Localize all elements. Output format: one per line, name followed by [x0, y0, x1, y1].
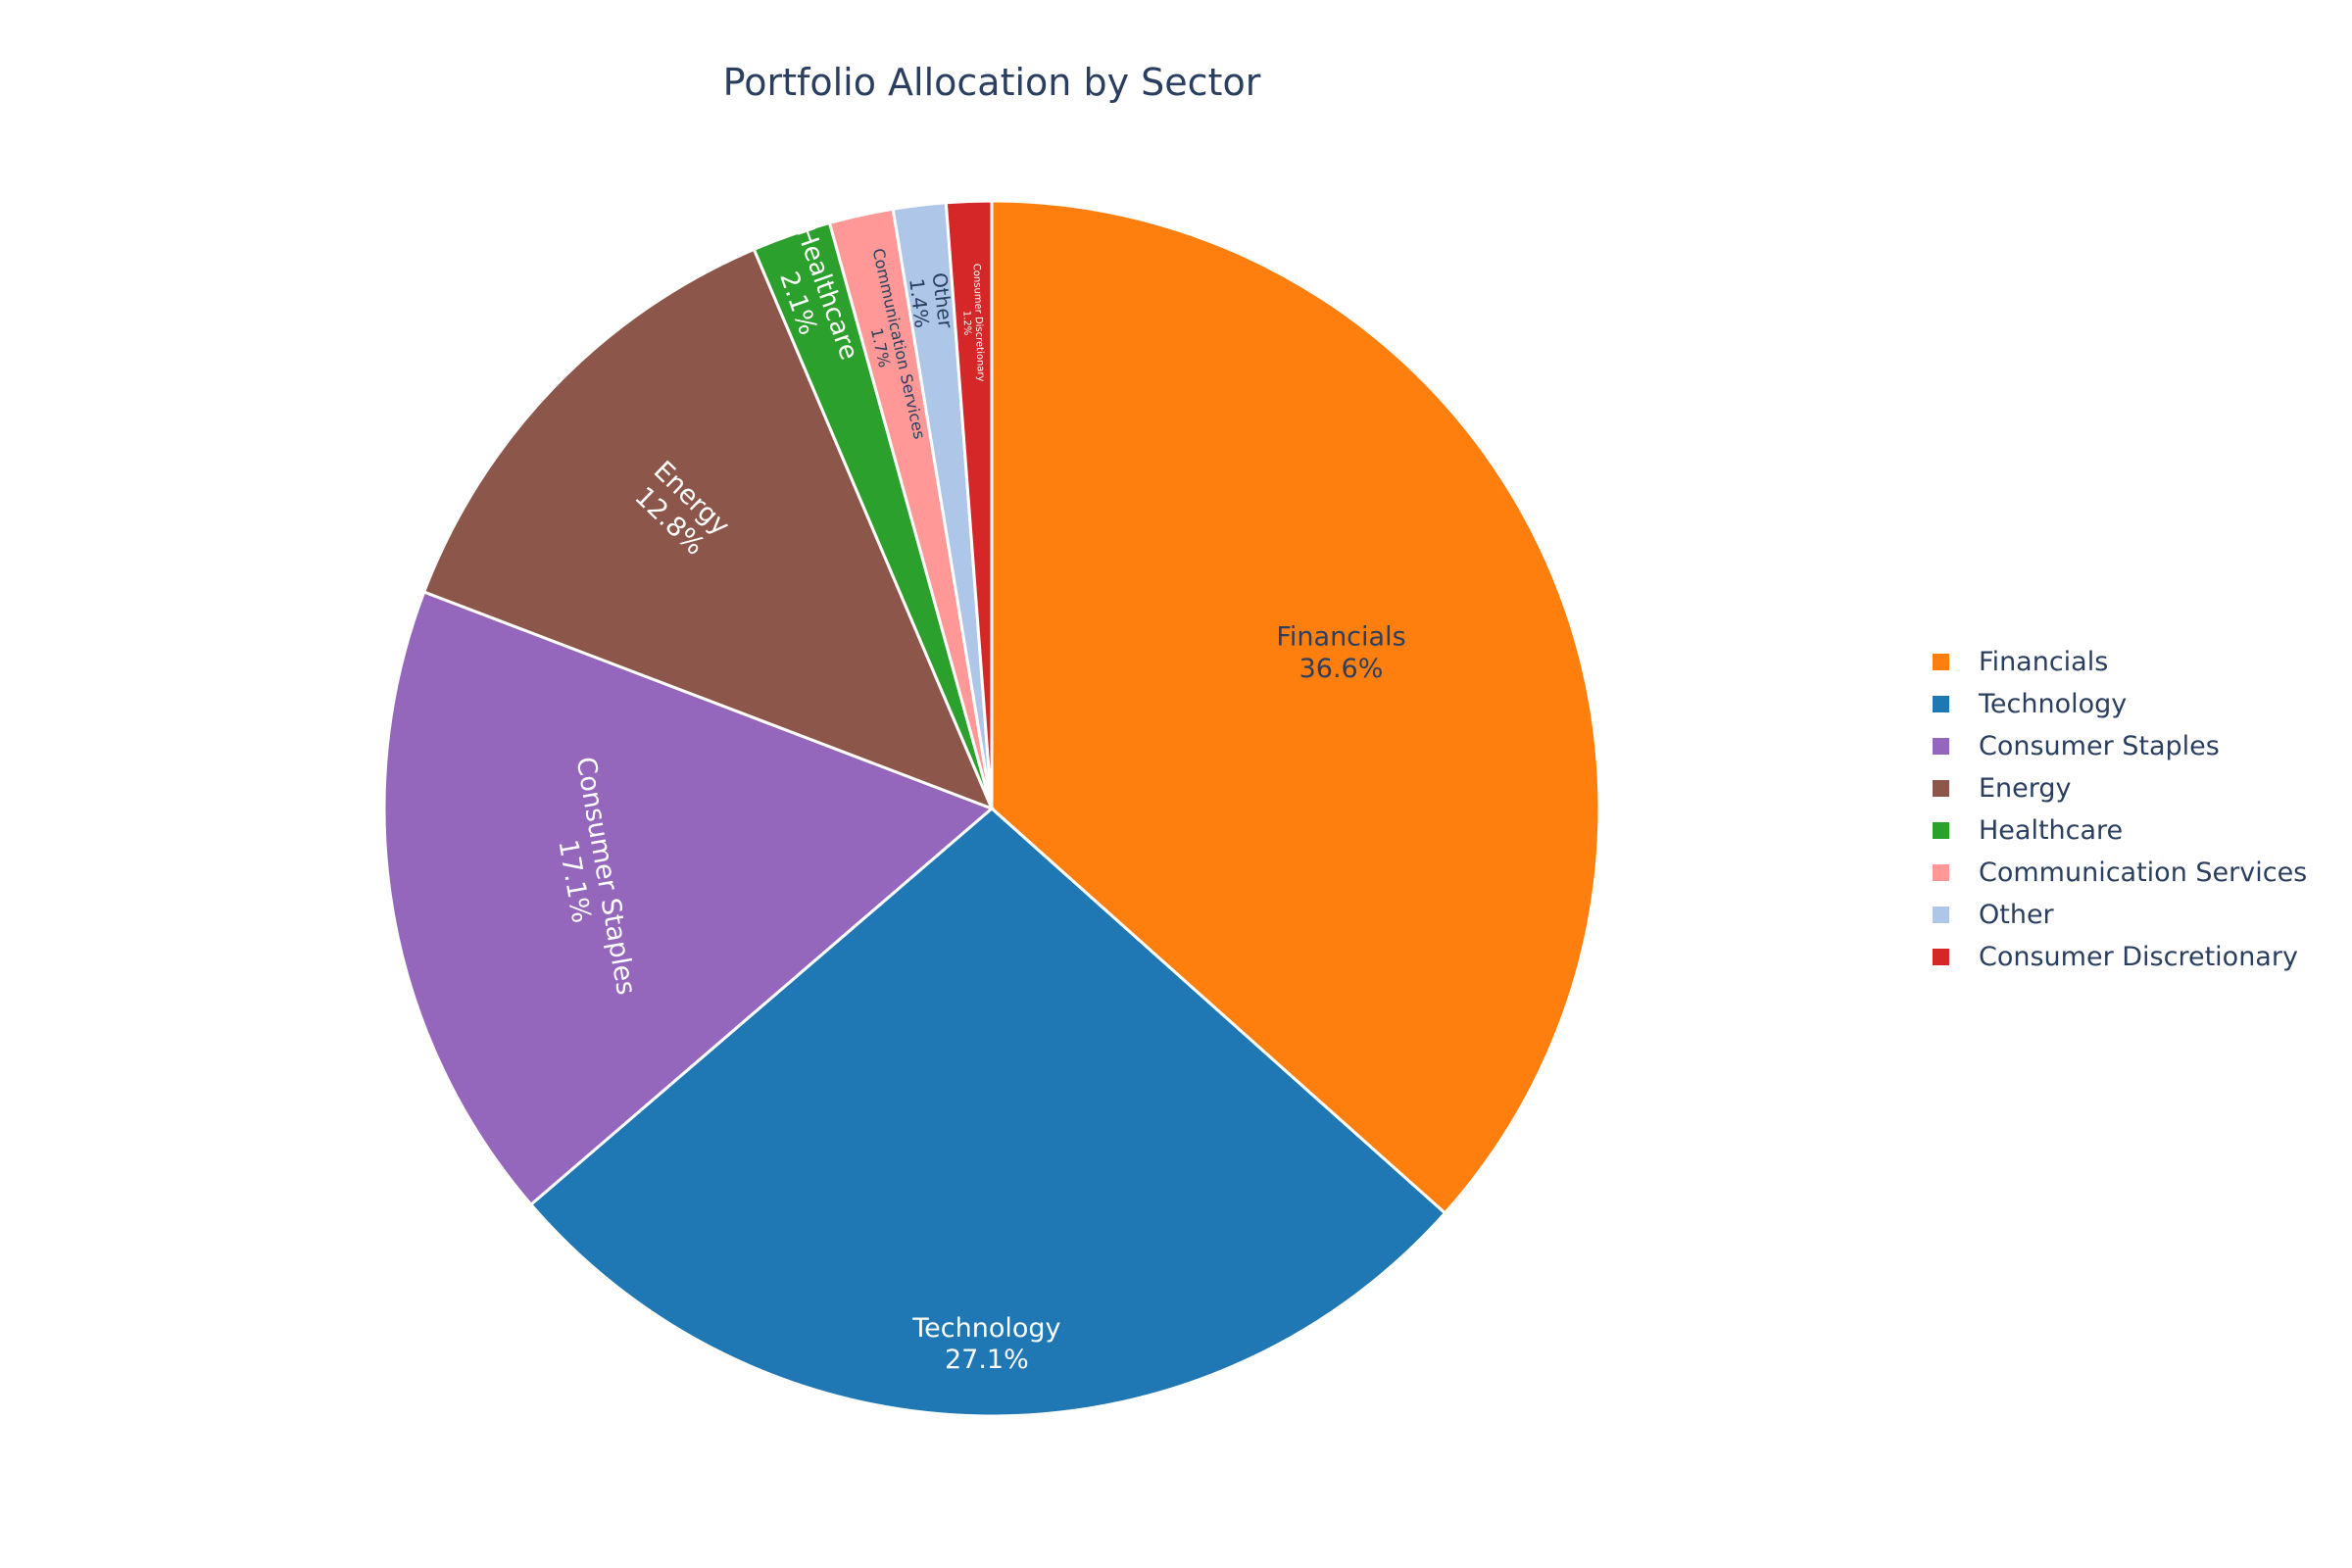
legend-item-communication-services[interactable]: Communication Services [1933, 852, 2307, 894]
legend-label: Technology [1979, 689, 2128, 719]
legend-item-financials[interactable]: Financials [1933, 641, 2307, 683]
legend-label: Consumer Staples [1979, 731, 2220, 761]
pie-slice-consumer-staples[interactable] [382, 590, 995, 1207]
slice-label-consumer-discretionary: Consumer Discretionary1.2% [959, 264, 987, 383]
legend-swatch [1933, 654, 1949, 670]
slice-label-name: Technology [911, 1313, 1060, 1344]
slice-label-technology: Technology 27.1% [911, 1313, 1060, 1375]
legend-swatch [1933, 906, 1949, 923]
slice-label-name: Financials [1276, 622, 1405, 653]
pie-slice-energy[interactable] [421, 247, 995, 811]
legend-item-consumer-staples[interactable]: Consumer Staples [1933, 725, 2307, 767]
legend-swatch [1933, 822, 1949, 839]
legend-label: Energy [1979, 773, 2072, 804]
legend-item-healthcare[interactable]: Healthcare [1933, 809, 2307, 852]
slice-label-other: Other1.4% [905, 271, 958, 333]
legend-swatch [1933, 780, 1949, 797]
chart-title: Portfolio Allocation by Sector [722, 61, 1261, 104]
legend-label: Other [1979, 900, 2054, 930]
legend-item-energy[interactable]: Energy [1933, 767, 2307, 809]
legend-swatch [1933, 864, 1949, 881]
legend-swatch [1933, 949, 1949, 965]
legend: Financials Technology Consumer Staples Ener… [1933, 641, 2307, 978]
legend-item-other[interactable]: Other [1933, 894, 2307, 936]
legend-item-technology[interactable]: Technology [1933, 683, 2307, 725]
legend-swatch [1933, 696, 1949, 712]
pie-slice-technology[interactable] [528, 807, 1447, 1418]
legend-label: Communication Services [1979, 858, 2308, 888]
slice-label-percent: 36.6% [1299, 654, 1384, 684]
legend-label: Healthcare [1979, 815, 2124, 846]
legend-label: Financials [1979, 647, 2109, 677]
legend-item-consumer-discretionary[interactable]: Consumer Discretionary [1933, 936, 2307, 978]
pie-slices [382, 199, 1601, 1418]
slice-label-percent: 27.1% [945, 1345, 1029, 1375]
pie-slice-consumer-discretionary[interactable] [944, 199, 994, 809]
pie-slice-financials[interactable] [990, 199, 1601, 1216]
legend-swatch [1933, 738, 1949, 755]
slice-label-name: Consumer Discretionary [971, 264, 987, 382]
slice-label-percent: 1.2% [960, 311, 972, 336]
slice-label-financials: Financials 36.6% [1276, 622, 1405, 684]
legend-label: Consumer Discretionary [1979, 942, 2298, 972]
